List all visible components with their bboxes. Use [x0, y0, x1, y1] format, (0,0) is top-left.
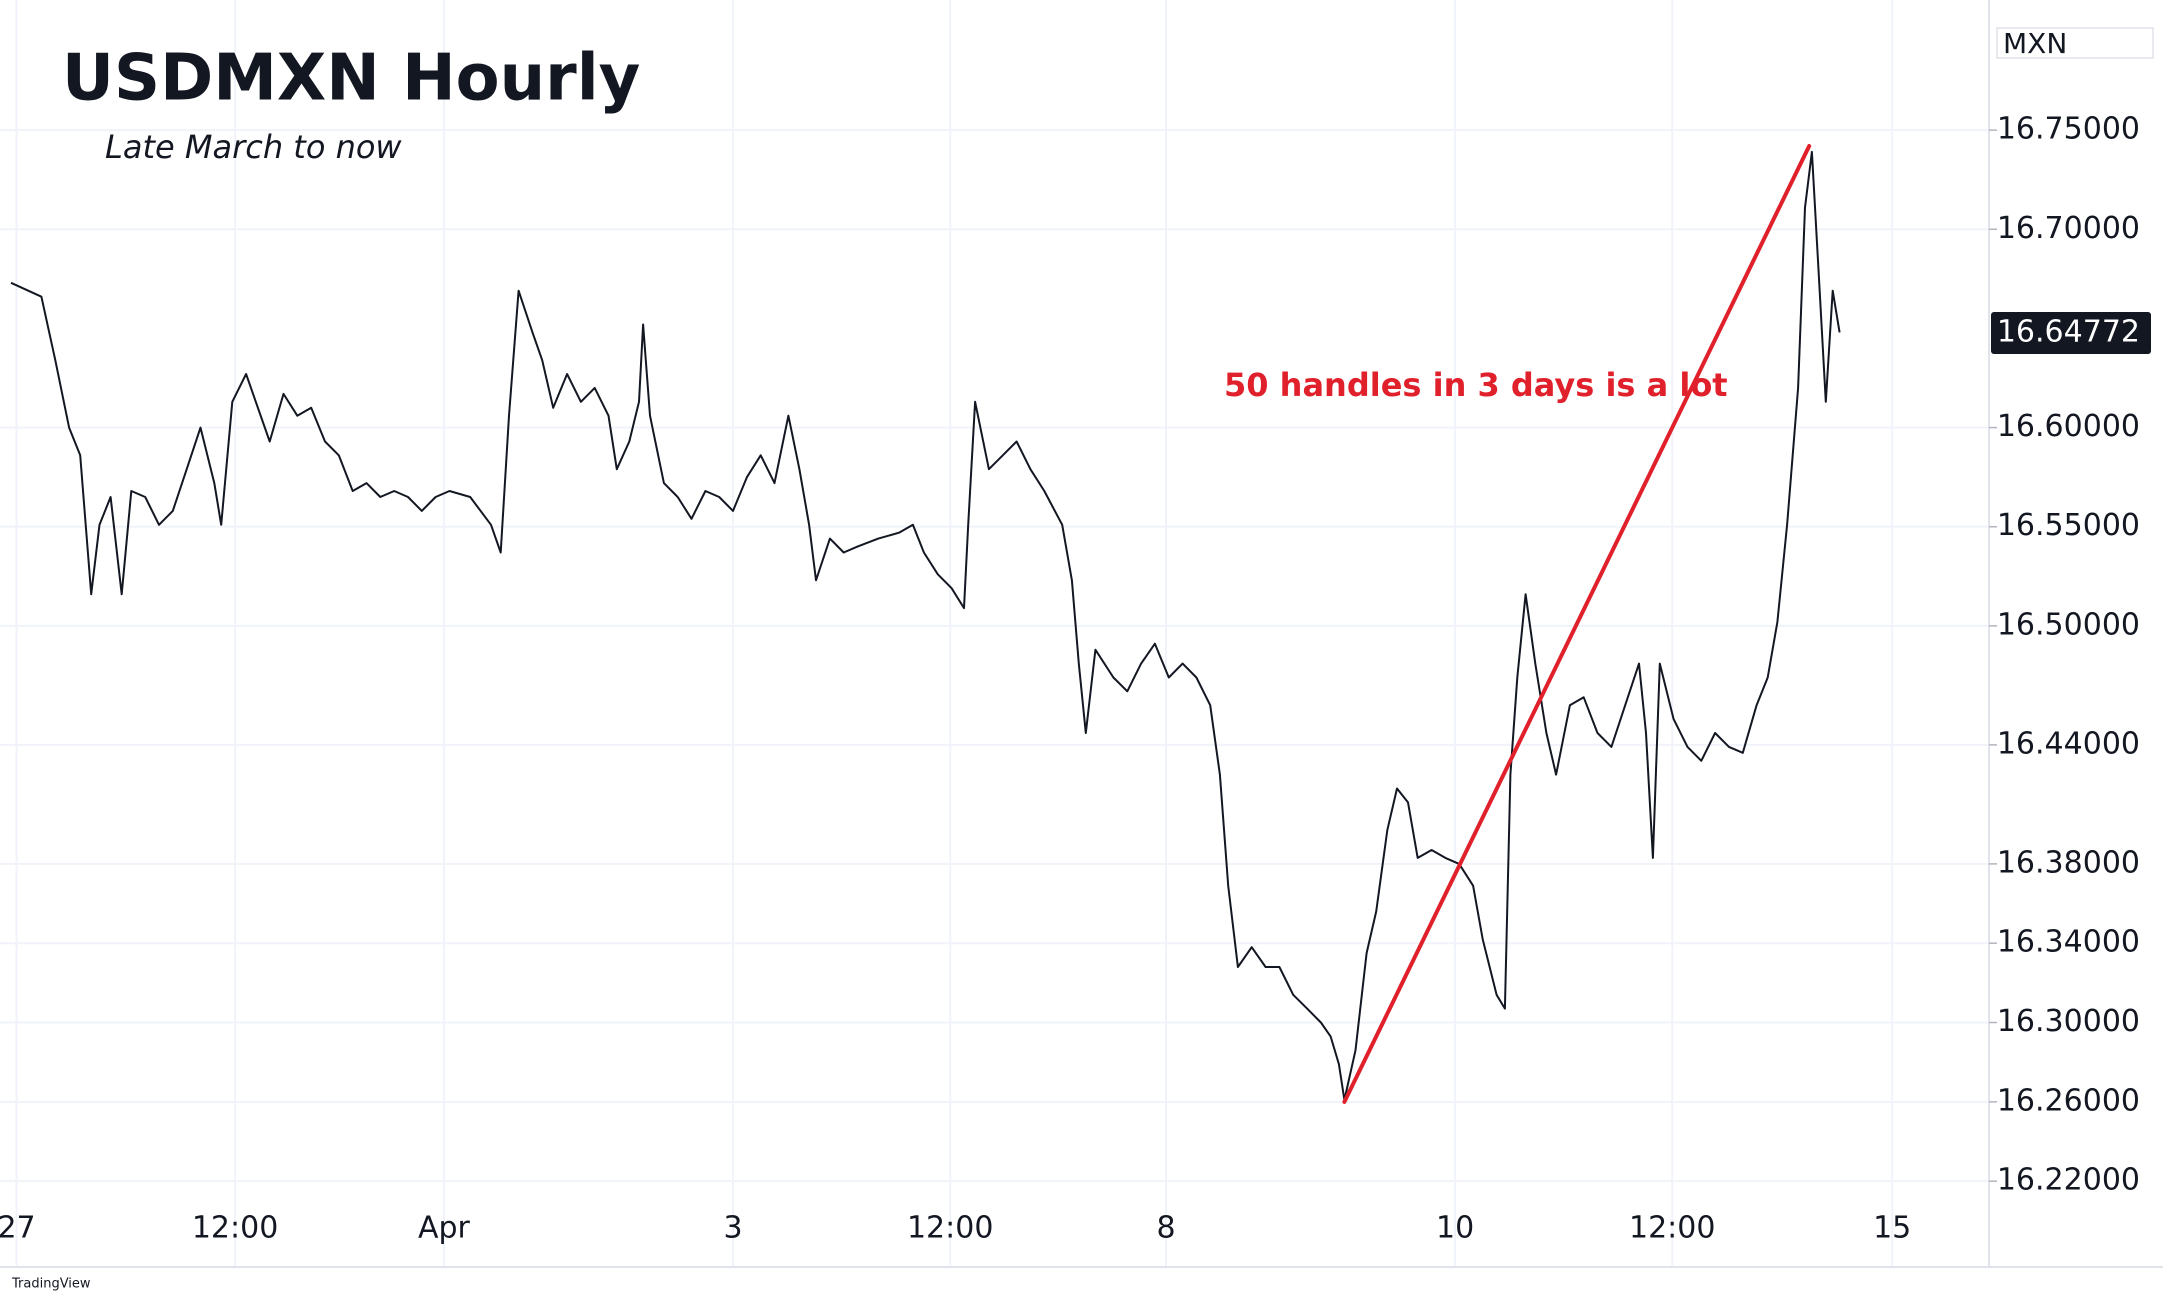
- x-tick-label: 27: [0, 1211, 36, 1246]
- chart-subtitle: Late March to now: [105, 128, 402, 166]
- x-tick-label: 12:00: [907, 1211, 993, 1246]
- last-price-box: [1991, 311, 2151, 354]
- y-tick-label: 16.22000: [1997, 1163, 2140, 1198]
- y-tick-label: 16.55000: [1997, 508, 2140, 543]
- x-tick-label: 15: [1873, 1211, 1911, 1246]
- annotation: 50 handles in 3 days is a lot: [1224, 366, 1728, 404]
- unit-box: [1996, 27, 2154, 59]
- y-tick-label: 16.70000: [1997, 211, 2140, 246]
- x-tick-label: 12:00: [1629, 1211, 1715, 1246]
- y-tick-label: 16.34000: [1997, 925, 2140, 960]
- watermark: TradingView: [11, 1277, 91, 1292]
- last-price-label: 16.64772: [1997, 314, 2140, 349]
- y-tick-label: 16.50000: [1997, 607, 2140, 642]
- unit-label: MXN: [2003, 27, 2067, 60]
- x-tick-label: Apr: [418, 1211, 471, 1246]
- trend-line: [1342, 144, 1812, 1104]
- chart-title: USDMXN Hourly: [62, 42, 640, 116]
- y-tick-label: 16.26000: [1997, 1083, 2140, 1118]
- x-tick-label: 3: [723, 1211, 742, 1246]
- price-line: [10, 150, 1841, 1101]
- x-tick-label: 10: [1436, 1211, 1474, 1246]
- y-tick-label: 16.75000: [1997, 112, 2140, 147]
- grid: [0, 0, 1989, 1267]
- y-tick-label: 16.38000: [1997, 845, 2140, 880]
- y-tick-label: 16.60000: [1997, 409, 2140, 444]
- x-tick-label: 12:00: [192, 1211, 278, 1246]
- x-tick-label: 8: [1156, 1211, 1175, 1246]
- y-tick-label: 16.30000: [1997, 1004, 2140, 1039]
- y-tick-label: 16.44000: [1997, 726, 2140, 761]
